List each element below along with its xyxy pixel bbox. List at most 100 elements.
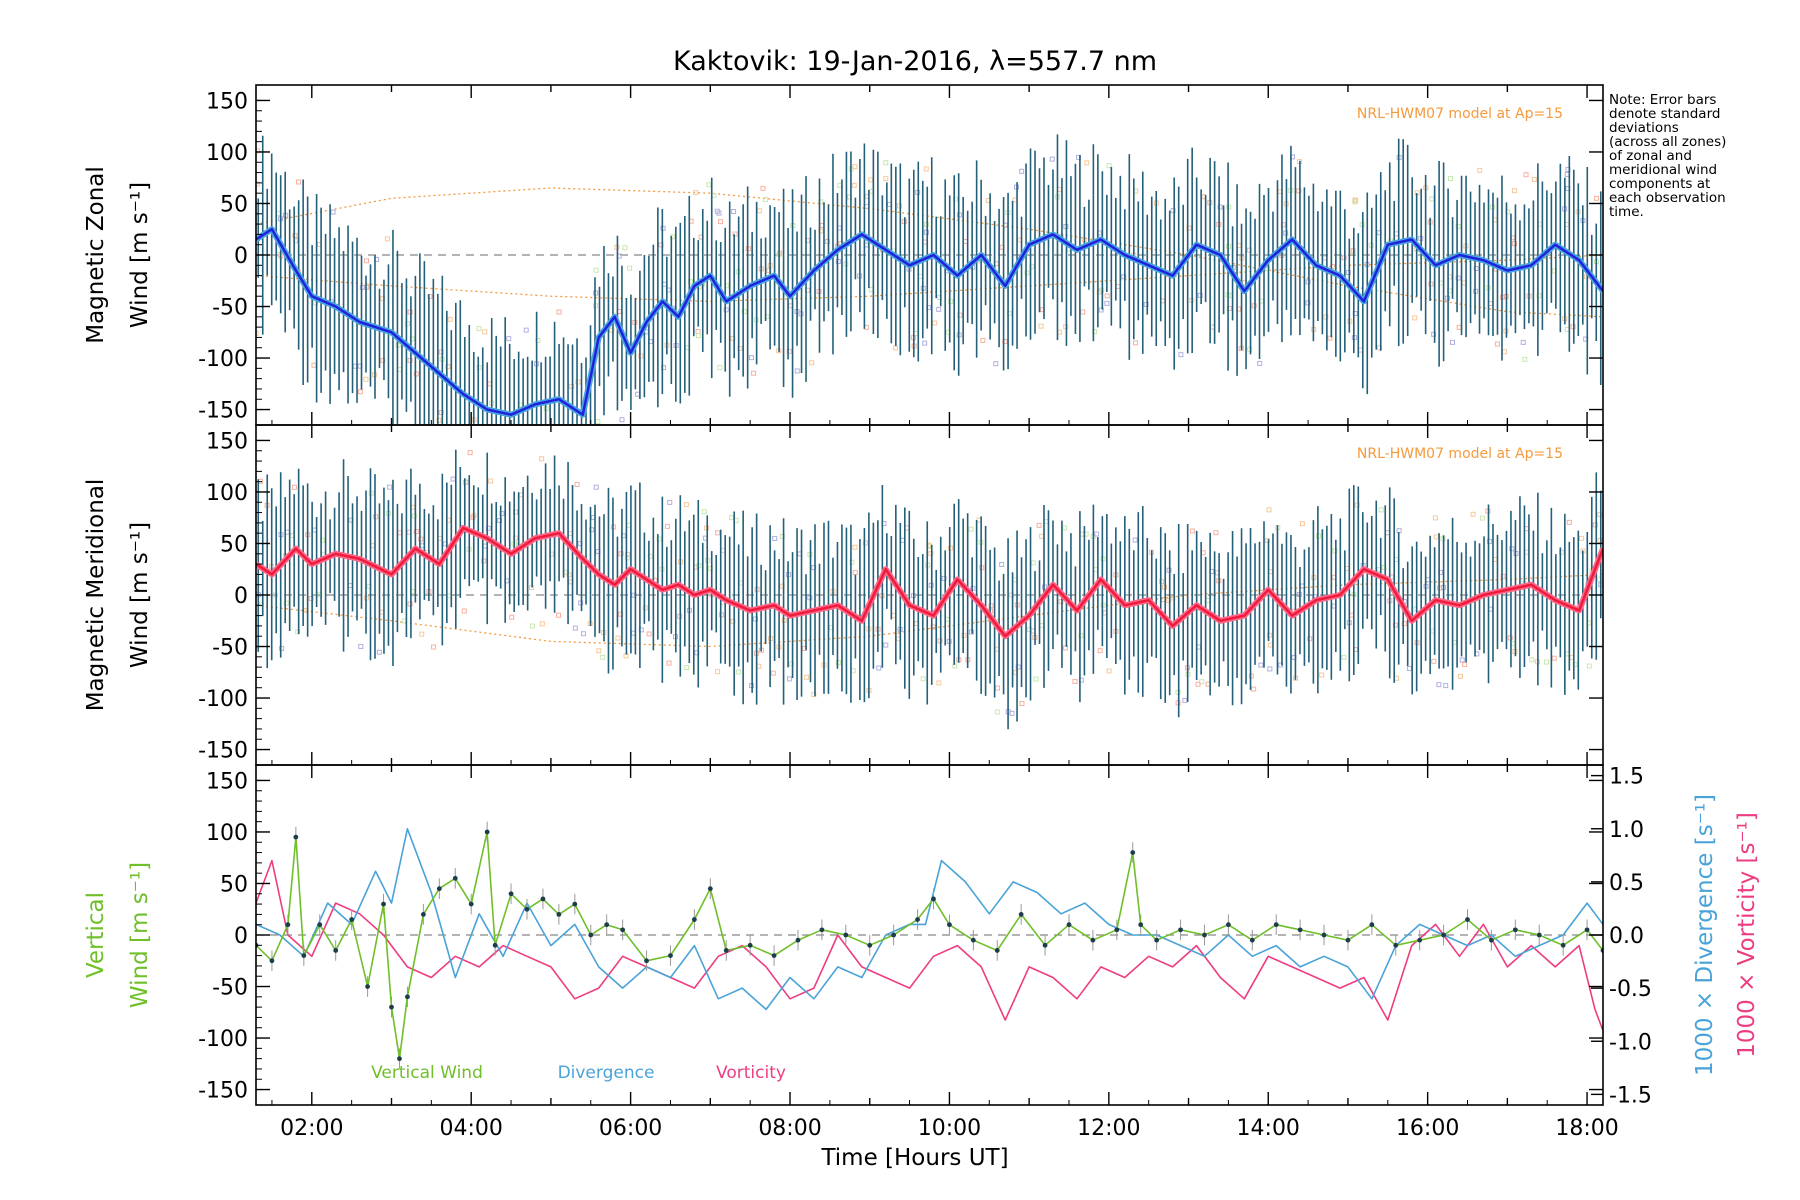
y-axis-label-line1: Magnetic Zonal: [83, 166, 109, 344]
zone-sample: [1251, 686, 1257, 692]
zone-sample: [748, 355, 754, 361]
zone-sample: [596, 648, 602, 654]
zone-sample: [407, 357, 413, 363]
y-tick-label: 100: [206, 141, 248, 166]
zone-sample: [1015, 664, 1021, 670]
zone-sample: [450, 476, 456, 482]
zone-sample: [330, 209, 336, 215]
zone-sample: [1529, 657, 1535, 663]
zone-sample: [1433, 534, 1439, 540]
zone-sample: [1455, 275, 1461, 281]
zone-sample: [1143, 301, 1149, 307]
zone-sample: [411, 513, 417, 519]
zone-sample: [1578, 535, 1584, 541]
zone-sample: [495, 468, 499, 472]
x-tick-label: 08:00: [758, 1116, 821, 1141]
zone-sample: [788, 661, 794, 667]
zone-sample: [980, 337, 986, 343]
zone-sample: [1447, 176, 1453, 182]
vertical-wind-point: [468, 901, 474, 907]
zone-sample: [498, 500, 502, 504]
zone-sample: [994, 709, 1000, 715]
zone-sample: [283, 600, 289, 606]
zone-sample: [461, 608, 467, 614]
zone-sample: [595, 419, 601, 425]
zone-sample: [1079, 531, 1085, 537]
zone-sample: [988, 603, 994, 609]
zone-sample: [1121, 274, 1127, 280]
zone-sample: [696, 333, 702, 339]
vertical-wind-point: [389, 1004, 394, 1010]
x-axis-label: Time [Hours UT]: [820, 1145, 1008, 1171]
zone-sample: [948, 298, 954, 304]
zone-sample: [419, 631, 425, 637]
vertical-wind-point: [1417, 937, 1423, 943]
zone-sample: [1084, 160, 1090, 166]
zone-sample: [1358, 347, 1364, 353]
zone-sample: [1392, 622, 1398, 628]
zone-sample: [481, 558, 487, 564]
zone-sample: [1106, 668, 1112, 674]
vertical-wind-point: [1090, 937, 1096, 943]
zone-sample: [358, 643, 364, 649]
zone-sample: [1072, 678, 1078, 684]
zone-sample: [1429, 196, 1435, 202]
divergence-line: [256, 827, 1603, 1011]
zone-sample: [578, 600, 584, 606]
zone-sample: [1512, 188, 1518, 194]
right-tick-label: 1.0: [1609, 818, 1644, 843]
zone-sample: [766, 267, 772, 273]
y-tick-label: 50: [220, 872, 248, 897]
figure-title: Kaktovik: 19-Jan-2016, λ=557.7 nm: [673, 46, 1157, 77]
zone-sample: [397, 530, 403, 536]
zone-sample: [862, 540, 868, 546]
zone-sample: [1436, 682, 1442, 688]
zone-sample: [539, 456, 545, 462]
zone-sample: [1199, 679, 1205, 685]
zone-sample: [928, 551, 934, 557]
vertical-wind-point: [867, 942, 873, 948]
y-axis-label-line1: Magnetic Meridional: [83, 479, 109, 712]
zone-sample: [706, 182, 712, 188]
vertical-wind-point: [1114, 927, 1120, 933]
zone-sample: [557, 465, 561, 469]
zone-sample: [1341, 654, 1347, 660]
plot-area-3: [256, 821, 1603, 1069]
zone-sample: [1266, 632, 1272, 638]
panel-3: Vertical Wind Divergence Vorticity -1.5 -1.0…: [83, 764, 1760, 1141]
vertical-wind-point: [1154, 937, 1160, 943]
zone-sample: [849, 559, 855, 565]
zone-sample: [1349, 612, 1355, 618]
zone-sample: [609, 327, 615, 333]
zone-sample: [507, 455, 511, 459]
zone-sample: [741, 308, 747, 314]
zone-sample: [683, 502, 689, 508]
zone-sample: [625, 551, 631, 557]
zone-sample: [1038, 323, 1044, 329]
vertical-wind-point: [723, 948, 729, 953]
vertical-wind-point: [1536, 932, 1542, 938]
zone-sample: [837, 182, 843, 188]
zone-sample: [1477, 167, 1483, 173]
zone-sample: [575, 379, 581, 385]
vertical-wind-point: [1249, 937, 1255, 943]
zone-sample: [485, 525, 491, 531]
zone-sample: [1378, 507, 1384, 513]
zone-sample: [920, 676, 926, 682]
vertical-wind-point: [572, 901, 578, 907]
vertical-wind-point: [1584, 927, 1590, 933]
zone-sample: [311, 362, 317, 368]
zone-sample: [1511, 241, 1517, 247]
zone-sample: [1178, 352, 1184, 358]
vertical-wind-point: [1321, 932, 1327, 938]
vertical-wind-point: [540, 896, 546, 902]
wind-line: [256, 227, 1603, 416]
zone-sample: [1009, 710, 1015, 716]
zone-sample: [1597, 512, 1603, 518]
zone-sample: [1024, 270, 1030, 276]
y-tick-label: 150: [206, 429, 248, 454]
zone-sample: [1062, 525, 1068, 531]
x-tick-label: 12:00: [1077, 1116, 1140, 1141]
zone-sample: [1459, 657, 1465, 663]
zone-sample: [1345, 269, 1351, 275]
